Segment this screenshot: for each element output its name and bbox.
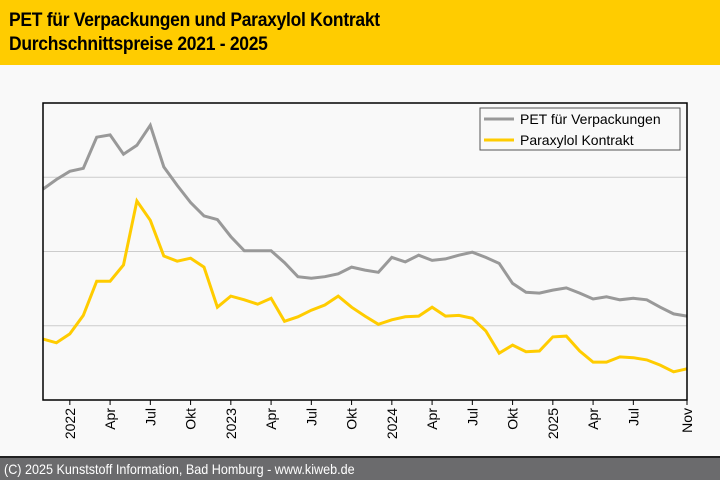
plot-frame <box>42 102 688 401</box>
copyright-text: (C) 2025 Kunststoff Information, Bad Hom… <box>4 461 355 477</box>
title-banner: PET für Verpackungen und Paraxylol Kontr… <box>0 0 720 65</box>
x-tick-label: Jul <box>303 408 319 426</box>
x-tick-label: 2024 <box>384 408 400 439</box>
chart-subtitle: Durchschnittspreise 2021 - 2025 <box>9 34 268 55</box>
chart-title: PET für Verpackungen und Paraxylol Kontr… <box>9 10 380 31</box>
x-tick-label: Jul <box>142 408 158 426</box>
footer-bar: (C) 2025 Kunststoff Information, Bad Hom… <box>0 456 720 480</box>
legend-label-pet: PET für Verpackungen <box>520 111 661 127</box>
legend-label-paraxylol: Paraxylol Kontrakt <box>520 132 634 148</box>
x-tick-label: Apr <box>102 408 118 430</box>
x-tick-label: Nov <box>679 408 695 433</box>
x-tick-label: 2023 <box>223 408 239 439</box>
x-tick-label: Okt <box>183 408 199 430</box>
series-line-pet <box>42 121 688 318</box>
series-line-paraxylol <box>42 197 688 374</box>
x-tick-label: 2025 <box>545 408 561 439</box>
legend-box <box>479 107 681 151</box>
x-tick-label: Apr <box>263 408 279 430</box>
x-tick-label: Apr <box>424 408 440 430</box>
x-tick-label: 2022 <box>62 408 78 439</box>
x-tick-label: Apr <box>585 408 601 430</box>
x-tick-label: Okt <box>505 408 521 430</box>
x-tick-label: Okt <box>344 408 360 430</box>
legend: PET für Verpackungen Paraxylol Kontrakt <box>479 107 681 151</box>
line-chart: 2022 Apr Jul Okt 2023 Apr Jul Okt 2024 Apr Jul Okt 2… <box>42 102 695 439</box>
x-tick-label: Jul <box>625 408 641 426</box>
x-tick-label: Jul <box>464 408 480 426</box>
